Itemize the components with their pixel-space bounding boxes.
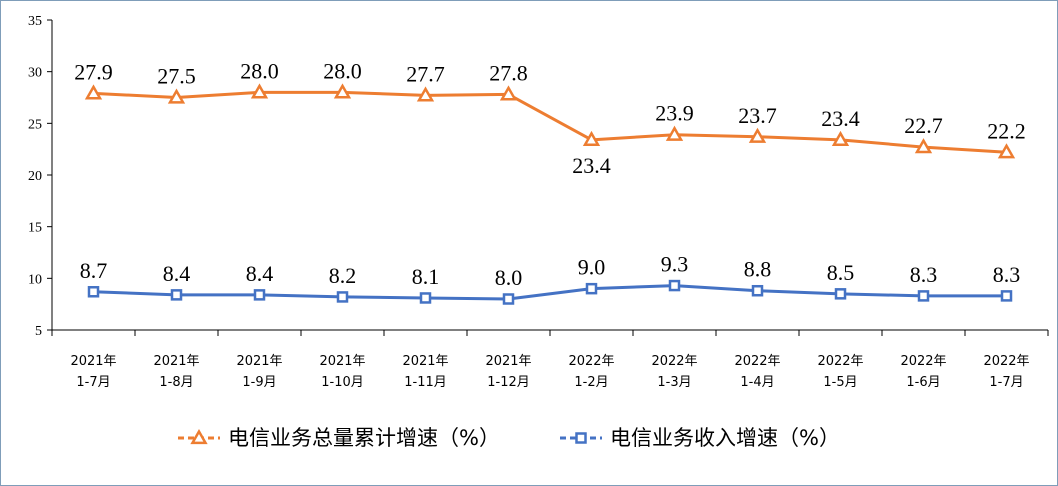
data-point-square (419, 292, 432, 304)
x-tick-label-period: 1-12月 (487, 375, 530, 390)
legend-label: 电信业务总量累计增速（%） (228, 426, 500, 450)
legend-item-square: 电信业务收入增速（%） (560, 426, 840, 450)
x-tick-label-period: 1-10月 (321, 375, 364, 390)
data-point-triangle (748, 127, 767, 143)
series-line (93, 90, 1007, 154)
legend: 电信业务总量累计增速（%） 电信业务收入增速（%） (178, 426, 840, 450)
x-tick-label-period: 1-9月 (242, 375, 276, 390)
legend-marker-triangle (190, 428, 208, 445)
x-tick-label-year: 2021年 (70, 354, 116, 369)
y-tick-label: 10 (28, 272, 42, 287)
data-point-square (917, 290, 930, 302)
x-tick-label-year: 2021年 (485, 354, 531, 369)
x-tick-label-year: 2021年 (319, 354, 365, 369)
x-tick-label-year: 2022年 (568, 354, 614, 369)
data-label: 23.4 (821, 106, 860, 131)
data-label: 28.0 (323, 58, 362, 83)
x-tick-label-year: 2021年 (402, 354, 448, 369)
data-point-triangle (499, 85, 518, 101)
legend-label: 电信业务收入增速（%） (610, 426, 840, 450)
data-label: 28.0 (240, 58, 279, 83)
data-point-triangle (250, 83, 269, 99)
x-tick-label-year: 2022年 (817, 354, 863, 369)
x-tick-label-year: 2021年 (236, 354, 282, 369)
data-label: 9.0 (578, 255, 606, 280)
data-label: 8.1 (412, 264, 440, 289)
data-label: 22.7 (904, 113, 943, 138)
data-label: 8.4 (163, 261, 191, 286)
x-tick-label-year: 2021年 (153, 354, 199, 369)
data-label: 23.9 (655, 101, 694, 126)
x-tick-label-period: 1-3月 (657, 375, 691, 390)
data-label: 27.8 (489, 60, 528, 85)
data-point-square (585, 282, 598, 295)
data-label: 8.8 (744, 257, 772, 282)
data-label: 8.7 (80, 258, 108, 283)
data-point-square (1000, 290, 1013, 302)
x-tick-label-period: 1-7月 (989, 375, 1023, 390)
data-point-square (170, 289, 183, 301)
y-tick-label: 35 (28, 14, 42, 29)
data-point-triangle (831, 130, 850, 146)
x-tick-label-year: 2022年 (983, 354, 1029, 369)
x-tick-label-period: 1-2月 (574, 375, 608, 390)
series-triangle: 27.9 27.5 28.0 28.0 27.7 27.8 23.4 23.9 23.7 23.4… (74, 58, 1026, 178)
data-point-triangle (997, 143, 1016, 159)
data-point-triangle (84, 84, 103, 100)
data-point-square (253, 289, 266, 301)
data-label: 23.7 (738, 103, 777, 128)
data-label: 9.3 (661, 252, 689, 277)
data-point-square (668, 279, 681, 292)
x-tick-label-period: 1-8月 (159, 375, 193, 390)
data-label: 8.4 (246, 261, 274, 286)
data-point-square (834, 288, 847, 300)
data-label: 27.9 (74, 59, 113, 84)
data-label: 8.2 (329, 263, 357, 288)
series-line (93, 284, 1007, 301)
data-label: 8.3 (910, 262, 938, 287)
data-point-triangle (582, 130, 601, 146)
data-label: 27.7 (406, 61, 445, 86)
y-tick-label: 5 (35, 324, 42, 339)
x-tick-label-period: 1-11月 (404, 375, 447, 390)
y-tick-label: 30 (28, 66, 42, 81)
y-tick-label: 20 (28, 169, 42, 184)
series-square: 8.7 8.4 8.4 8.2 8.1 8.0 9.0 9.3 8.8 8.5 8.3 8.3 (80, 252, 1021, 305)
legend-marker-square (575, 432, 587, 444)
x-tick-label-year: 2022年 (734, 354, 780, 369)
data-label: 22.2 (987, 118, 1026, 143)
legend-item-triangle: 电信业务总量累计增速（%） (178, 426, 500, 450)
data-point-triangle (914, 138, 933, 154)
data-label: 23.4 (572, 153, 611, 178)
axes: 5 10 15 20 25 30 35 2021年 1-7月 2021年 1-8月 2021年 1-9月… (28, 14, 1049, 390)
data-point-triangle (665, 125, 684, 141)
data-label: 8.5 (827, 260, 855, 285)
y-tick-label: 25 (28, 117, 42, 132)
x-tick-label-year: 2022年 (651, 354, 697, 369)
data-point-square (502, 293, 515, 305)
data-point-triangle (167, 88, 186, 104)
x-tick-label-period: 1-7月 (76, 375, 110, 390)
data-point-square (751, 284, 764, 297)
x-tick-label-year: 2022年 (900, 354, 946, 369)
x-tick-label-period: 1-4月 (740, 375, 774, 390)
data-point-square (87, 286, 100, 298)
y-tick-label: 15 (28, 221, 42, 236)
data-label: 8.3 (993, 262, 1021, 287)
data-point-square (336, 291, 349, 303)
x-tick-label-period: 1-6月 (906, 375, 940, 390)
data-label: 8.0 (495, 265, 523, 290)
data-label: 27.5 (157, 64, 196, 89)
series-layer: 27.9 27.5 28.0 28.0 27.7 27.8 23.4 23.9 23.7 23.4… (74, 58, 1026, 305)
data-point-triangle (333, 83, 352, 99)
data-point-triangle (416, 86, 435, 102)
x-tick-label-period: 1-5月 (823, 375, 857, 390)
